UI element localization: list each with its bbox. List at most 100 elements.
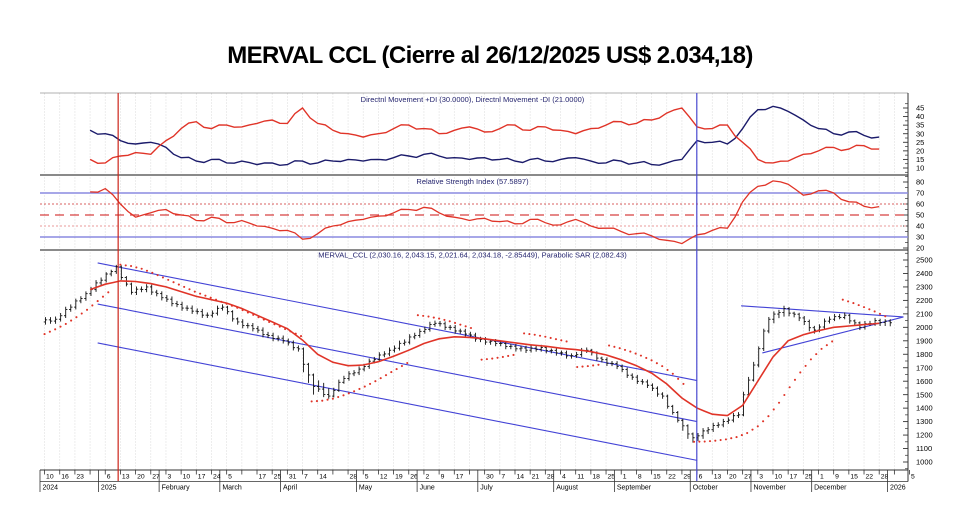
plus-di-line <box>89 105 880 167</box>
svg-text:22: 22 <box>866 474 874 481</box>
svg-text:December: December <box>814 485 847 492</box>
svg-text:22: 22 <box>668 474 676 481</box>
svg-text:3: 3 <box>759 474 763 481</box>
wedge-lower <box>762 316 904 354</box>
svg-text:1000: 1000 <box>916 458 933 467</box>
svg-text:2024: 2024 <box>43 485 59 492</box>
svg-text:25: 25 <box>608 474 616 481</box>
svg-text:60: 60 <box>916 200 924 209</box>
svg-text:16: 16 <box>61 474 69 481</box>
svg-text:2200: 2200 <box>916 296 933 305</box>
svg-text:20: 20 <box>916 244 924 253</box>
svg-text:15: 15 <box>916 155 924 164</box>
svg-text:15: 15 <box>653 474 661 481</box>
svg-text:August: August <box>556 485 578 492</box>
rsi-y-axis: 20 30 40 50 60 70 80 <box>903 176 924 253</box>
svg-text:28: 28 <box>350 474 358 481</box>
svg-text:12: 12 <box>380 474 388 481</box>
svg-text:1800: 1800 <box>916 350 933 359</box>
channel-lower <box>97 342 698 461</box>
di-panel-title: Directnl Movement +DI (30.0000), Directn… <box>361 95 585 104</box>
svg-text:2026: 2026 <box>890 485 906 492</box>
svg-text:6: 6 <box>699 474 703 481</box>
svg-text:13: 13 <box>122 474 130 481</box>
svg-text:9: 9 <box>441 474 445 481</box>
trendlines <box>97 262 904 461</box>
svg-text:20: 20 <box>137 474 145 481</box>
svg-text:40: 40 <box>916 112 924 121</box>
svg-text:18: 18 <box>592 474 600 481</box>
svg-text:1100: 1100 <box>916 444 932 453</box>
svg-text:10: 10 <box>183 474 191 481</box>
svg-text:20: 20 <box>729 474 737 481</box>
svg-text:45: 45 <box>916 104 924 113</box>
svg-text:80: 80 <box>916 178 924 187</box>
svg-text:17: 17 <box>198 474 206 481</box>
svg-text:17: 17 <box>259 474 267 481</box>
svg-text:February: February <box>162 485 191 492</box>
price-panel-title: MERVAL_CCL (2,030.16, 2,043.15, 2,021.64… <box>318 251 627 260</box>
svg-text:30: 30 <box>486 474 494 481</box>
svg-text:2025: 2025 <box>101 485 117 492</box>
svg-text:October: October <box>693 485 719 492</box>
rsi-panel-title: Relative Strength Index (57.5897) <box>416 177 529 186</box>
svg-text:2000: 2000 <box>916 323 933 332</box>
svg-text:17: 17 <box>790 474 798 481</box>
svg-text:6: 6 <box>107 474 111 481</box>
svg-text:3: 3 <box>167 474 171 481</box>
svg-text:28: 28 <box>881 474 889 481</box>
weekly-gridlines <box>44 93 895 470</box>
svg-text:1: 1 <box>820 474 824 481</box>
svg-text:15: 15 <box>850 474 858 481</box>
svg-text:1900: 1900 <box>916 336 933 345</box>
svg-text:5: 5 <box>911 474 915 481</box>
svg-text:14: 14 <box>516 474 524 481</box>
svg-text:25: 25 <box>274 474 282 481</box>
svg-text:29: 29 <box>683 474 691 481</box>
svg-text:4: 4 <box>562 474 566 481</box>
svg-text:7: 7 <box>304 474 308 481</box>
parabolic-sar-dots <box>43 263 887 443</box>
svg-text:November: November <box>753 485 786 492</box>
svg-text:1300: 1300 <box>916 417 933 426</box>
svg-text:May: May <box>359 485 373 492</box>
svg-text:1600: 1600 <box>916 377 933 386</box>
svg-text:1400: 1400 <box>916 404 933 413</box>
svg-text:9: 9 <box>835 474 839 481</box>
svg-text:1200: 1200 <box>916 431 933 440</box>
x-axis: 10 16 23 6 13 20 27 3 10 17 24 5 17 25 31 7 14 28 5 12 19 26 2… <box>39 470 915 492</box>
rsi-line <box>90 180 880 245</box>
svg-text:5: 5 <box>228 474 232 481</box>
svg-text:July: July <box>480 485 493 492</box>
price-y-axis: 1000 1100 1200 1300 1400 1500 1600 1700 1800 1900… <box>903 252 933 470</box>
svg-text:40: 40 <box>916 222 924 231</box>
rsi-reference-lines <box>40 192 908 238</box>
svg-text:10: 10 <box>46 474 54 481</box>
svg-text:11: 11 <box>577 474 584 481</box>
wedge-upper <box>741 305 904 318</box>
chart-title: MERVAL CCL (Cierre al 26/12/2025 US$ 2.0… <box>227 42 753 69</box>
channel-middle <box>97 303 698 423</box>
svg-text:21: 21 <box>532 474 540 481</box>
svg-text:2400: 2400 <box>916 269 933 278</box>
minus-di-line <box>89 107 880 165</box>
svg-text:1: 1 <box>623 474 627 481</box>
svg-text:April: April <box>283 485 297 492</box>
svg-text:31: 31 <box>289 474 297 481</box>
svg-text:2500: 2500 <box>916 256 933 265</box>
svg-text:23: 23 <box>76 474 84 481</box>
svg-text:70: 70 <box>916 189 924 198</box>
svg-text:17: 17 <box>456 474 464 481</box>
svg-text:1500: 1500 <box>916 390 933 399</box>
svg-text:24: 24 <box>213 474 221 481</box>
svg-text:1700: 1700 <box>916 363 933 372</box>
svg-text:2300: 2300 <box>916 283 933 292</box>
svg-text:7: 7 <box>501 474 505 481</box>
svg-text:June: June <box>420 485 435 492</box>
svg-text:35: 35 <box>916 121 924 130</box>
channel-upper <box>97 262 698 382</box>
svg-text:20: 20 <box>916 146 924 155</box>
